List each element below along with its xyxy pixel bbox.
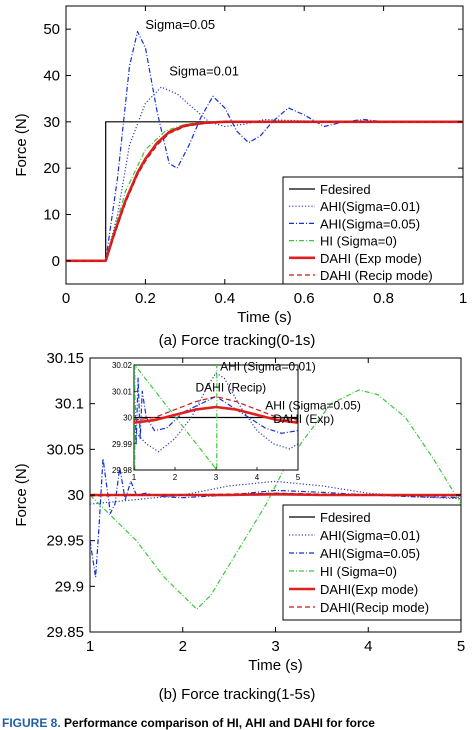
chart-b-inset-series-ahi-sigma-0-01 (134, 372, 298, 453)
chart-b-inset-xtick-label: 5 (296, 473, 301, 482)
chart-b-legend-label-fdesired: Fdesired (320, 510, 371, 525)
chart-b-inset-series-dahi-recip-mode (134, 395, 298, 421)
chart-a-plot-lines (66, 30, 463, 263)
chart-b-legend-box (282, 504, 462, 621)
chart-b-ytick-label: 30.05 (46, 441, 84, 458)
chart-a-legend-label-hi-sigma-0: HI (Sigma=0) (320, 234, 397, 249)
figure-caption: FIGURE 8. Performance comparison of HI, … (2, 716, 375, 730)
chart-a-annotation: Sigma=0.05 (145, 17, 215, 32)
chart-a-ytick-label: 0 (52, 253, 60, 270)
chart-a-ytick-label: 10 (43, 207, 60, 224)
chart-b-force-tracking-1-5s: 1 2 3 4 5 29.85 29.9 29.95 30 30.05 30.1 30.15 Time … (13, 350, 465, 674)
chart-a-legend-label-ahi-sigma-0-01: AHI(Sigma=0.01) (320, 199, 420, 214)
chart-b-inset-ytick-label: 30 (123, 414, 132, 423)
chart-b-ytick-label: 30.1 (55, 396, 84, 413)
chart-b-inset-annotation: AHI (Sigma=0.05) (265, 399, 361, 413)
chart-b-inset-xtick-label: 4 (255, 473, 260, 482)
chart-b-series-hi-sigma-0 (90, 389, 461, 610)
chart-b-legend-label-dahi-recip-mode: DAHI(Recip mode) (320, 600, 429, 615)
chart-b-xtick-label: 1 (86, 638, 94, 655)
chart-b-legend-label-ahi-sigma-0-01: AHI(Sigma=0.01) (320, 528, 420, 543)
chart-b-legend-label-dahi-exp-mode: DAHI(Exp mode) (320, 582, 418, 597)
chart-b-inset-annotation: DAHI (Exp) (273, 412, 334, 426)
chart-b-inset-ytick-label: 30.02 (112, 361, 133, 370)
chart-a-series-dahi-recip-mode (66, 121, 463, 262)
chart-b-inset-ytick-label: 30.01 (112, 387, 133, 396)
chart-b-series-ahi-sigma-0-05 (90, 457, 461, 578)
chart-a-caption: (a) Force tracking(0-1s) (158, 332, 316, 349)
figure-number: FIGURE 8. (2, 716, 61, 730)
chart-b-legend: Fdesired AHI(Sigma=0.01) AHI(Sigma=0.05) HI… (282, 504, 462, 621)
chart-a-ylabel: Force (N) (13, 113, 30, 176)
chart-b-xtick-label: 3 (271, 638, 279, 655)
chart-b-ytick-label: 30 (67, 487, 84, 504)
chart-a-legend-label-fdesired: Fdesired (320, 182, 371, 197)
chart-a-series-ahi-sigma-0-01 (66, 86, 463, 262)
chart-b-series-dahi-recip-mode (90, 492, 461, 497)
chart-a-legend-box (282, 176, 464, 285)
chart-b-ytick-label: 29.95 (46, 533, 84, 550)
chart-a-xtick-label: 0.2 (135, 290, 156, 307)
chart-a-legend-label-dahi-recip-mode: DAHI (Recip mode) (320, 268, 433, 283)
chart-b-xtick-label: 2 (179, 638, 187, 655)
chart-b-legend-label-hi-sigma-0: HI (Sigma=0) (320, 564, 397, 579)
chart-a-legend: Fdesired AHI(Sigma=0.01) AHI(Sigma=0.05) HI… (282, 176, 464, 285)
chart-b-inset-series-dahi-exp-mode (134, 405, 298, 424)
chart-b-xtick-label: 5 (457, 638, 465, 655)
chart-b-inset-annotation: AHI (Sigma=0.01) (220, 359, 316, 373)
chart-b-legend-label-ahi-sigma-0-05: AHI(Sigma=0.05) (320, 546, 420, 561)
chart-a-ytick-label: 50 (43, 21, 60, 38)
figure-caption-text: Performance comparison of HI, AHI and DA… (64, 716, 375, 730)
chart-b-ytick-label: 29.9 (55, 578, 84, 595)
chart-b-xtick-label: 4 (364, 638, 372, 655)
chart-a-xtick-label: 0.8 (373, 290, 394, 307)
chart-b-ylabel: Force (N) (13, 463, 30, 526)
chart-b-ytick-label: 30.15 (46, 350, 84, 367)
chart-a-legend-label-dahi-exp-mode: DAHI (Exp mode) (320, 251, 422, 266)
chart-a-annotation: Sigma=0.01 (169, 64, 239, 79)
chart-a-ytick-label: 40 (43, 68, 60, 85)
chart-a-ytick-label: 30 (43, 114, 60, 131)
chart-b-inset-xtick-label: 3 (214, 473, 219, 482)
chart-a-xlabel: Time (s) (237, 309, 291, 326)
chart-b-inset-ytick-label: 29.99 (112, 440, 133, 449)
chart-b-ytick-label: 29.85 (46, 624, 84, 641)
chart-b-caption: (b) Force tracking(1-5s) (158, 686, 316, 703)
chart-b-inset-series-ahi-sigma-0-05 (134, 365, 298, 445)
chart-a-ytick-label: 20 (43, 160, 60, 177)
chart-b-xlabel: Time (s) (248, 657, 302, 674)
chart-b-inset-xtick-label: 2 (173, 473, 178, 482)
chart-b-inset-xtick-label: 1 (132, 473, 137, 482)
chart-a-xtick-label: 0.6 (294, 290, 315, 307)
chart-a-legend-label-ahi-sigma-0-05: AHI(Sigma=0.05) (320, 216, 420, 231)
chart-a-xtick-label: 0 (62, 290, 70, 307)
chart-a-xtick-label: 1 (459, 290, 467, 307)
chart-b-series-dahi-exp-mode (90, 492, 461, 497)
chart-b-inset-annotation: DAHI (Recip) (196, 380, 267, 394)
chart-b-plot-lines (90, 389, 461, 610)
chart-b-inset: 1 2 3 4 5 29.98 29.99 30 30.01 30.02 AHI (Sigma=0.… (112, 359, 361, 482)
chart-a-xtick-label: 0.4 (214, 290, 235, 307)
chart-b-inset-ytick-label: 29.98 (112, 466, 133, 475)
